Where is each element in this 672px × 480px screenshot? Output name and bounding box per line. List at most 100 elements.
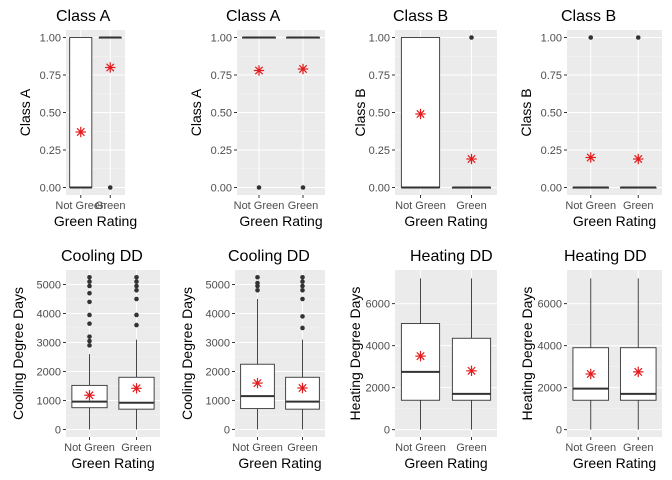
x-axis-label: Green Rating — [404, 213, 487, 229]
outlier-point — [87, 279, 92, 284]
y-tick-label: 0.00 — [541, 183, 562, 195]
x-tick-label: Not Green — [64, 442, 115, 454]
outlier-point — [87, 274, 92, 280]
box — [285, 274, 320, 430]
box — [451, 278, 492, 430]
outlier-point — [255, 280, 260, 286]
box — [118, 274, 155, 430]
y-tick-label: 2000 — [37, 366, 61, 378]
y-tick-label: 4000 — [538, 341, 562, 353]
outlier-point — [300, 283, 305, 289]
x-tick-label: Green — [287, 442, 318, 454]
plot-panel — [66, 270, 160, 437]
outlier-point — [255, 287, 260, 293]
plot-panel — [235, 270, 325, 437]
chart-title: Cooling DD — [228, 248, 310, 265]
x-tick-label: Not Green — [565, 200, 616, 212]
outlier-point — [300, 296, 305, 302]
mean-marker — [105, 62, 116, 73]
y-tick-label: 0.75 — [211, 70, 232, 82]
chart-title: Heating DD — [564, 248, 647, 265]
outlier-point — [134, 312, 139, 318]
y-tick-label: 0.00 — [40, 183, 61, 195]
y-tick-label: 0 — [384, 425, 390, 437]
outlier-point — [588, 35, 594, 40]
x-axis-label: Green Rating — [573, 213, 656, 229]
outlier-point — [87, 343, 92, 348]
box — [619, 278, 657, 430]
mean-marker — [297, 63, 309, 75]
y-tick-label: 0.50 — [40, 108, 61, 120]
x-tick-label: Green — [623, 442, 654, 454]
y-tick-label: 0.25 — [541, 145, 562, 157]
y-tick-label: 0 — [556, 425, 562, 437]
outlier-point — [300, 325, 305, 331]
outlier-point — [134, 283, 139, 289]
x-tick-label: Not Green — [232, 442, 283, 454]
x-tick-label: Not Green — [55, 200, 106, 212]
mean-marker — [252, 377, 263, 389]
x-axis-label: Green Rating — [239, 213, 322, 229]
outlier-point — [87, 334, 92, 339]
y-tick-label: 5000 — [37, 279, 61, 291]
outlier-point — [255, 274, 260, 280]
outlier-point — [134, 274, 139, 280]
y-tick-label: 0.75 — [40, 70, 61, 82]
mean-marker — [297, 382, 308, 394]
y-tick-label: 6000 — [538, 299, 562, 311]
y-tick-label: 0 — [55, 424, 61, 436]
y-axis-label: Class B — [352, 88, 368, 136]
y-tick-label: 0.00 — [369, 183, 390, 195]
box — [619, 35, 657, 189]
y-tick-label: 0.50 — [541, 108, 562, 120]
y-axis-label: Cooling Degree Days — [179, 287, 195, 420]
mean-marker — [253, 65, 265, 76]
y-tick-label: 1000 — [37, 395, 61, 407]
box-iqr — [69, 37, 93, 188]
mean-marker — [585, 368, 596, 380]
x-axis-label: Green Rating — [573, 455, 656, 471]
outlier-point — [300, 274, 305, 280]
x-tick-label: Green — [456, 200, 487, 212]
outlier-point — [87, 299, 92, 305]
box — [71, 274, 108, 430]
mean-marker — [633, 366, 644, 378]
chart-panel: 0 2000 4000 6000 Not Green Green Heating DD Gre… — [519, 248, 662, 471]
y-tick-label: 6000 — [366, 299, 390, 311]
outlier-point — [300, 287, 305, 293]
box-iqr — [285, 376, 320, 410]
mean-marker — [633, 153, 644, 165]
x-tick-label: Green — [95, 200, 126, 212]
outlier-point — [300, 185, 306, 190]
box — [451, 35, 492, 189]
y-tick-label: 4000 — [366, 341, 390, 353]
x-axis-label: Green Rating — [54, 213, 137, 229]
box — [286, 36, 320, 190]
outlier-point — [300, 314, 305, 319]
y-axis-label: Heating Degree Days — [519, 287, 535, 421]
mean-marker — [75, 126, 86, 138]
y-tick-label: 0.50 — [211, 108, 232, 120]
y-axis-label: Heating Degree Days — [347, 287, 363, 421]
outlier-point — [87, 312, 92, 318]
chart-title: Class B — [561, 8, 616, 25]
y-tick-label: 3000 — [37, 337, 61, 349]
y-tick-label: 1.00 — [541, 33, 562, 45]
outlier-point — [87, 290, 92, 296]
mean-marker — [131, 383, 142, 394]
x-tick-label: Green — [456, 442, 487, 454]
y-axis-label: Class A — [17, 88, 33, 136]
chart-title: Heating DD — [410, 248, 493, 265]
y-tick-label: 2000 — [538, 383, 562, 395]
x-tick-label: Not Green — [234, 200, 285, 212]
x-tick-label: Not Green — [565, 442, 616, 454]
chart-panel: 0.00 0.25 0.50 0.75 1.00 Not Green Green Class … — [352, 8, 497, 229]
x-tick-label: Not Green — [395, 442, 446, 454]
box — [400, 37, 441, 189]
mean-marker — [415, 350, 426, 362]
y-axis-label: Cooling Degree Days — [10, 287, 26, 420]
outlier-point — [134, 287, 139, 293]
mean-marker — [84, 390, 95, 401]
box — [242, 36, 276, 190]
